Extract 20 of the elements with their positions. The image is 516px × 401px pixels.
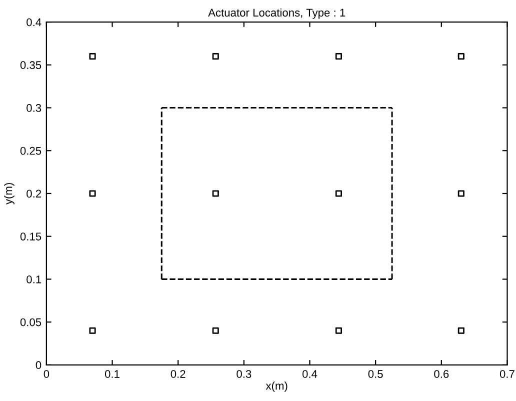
x-tick-label: 0.4 (302, 370, 318, 378)
x-tick-label: 0.3 (236, 370, 252, 378)
y-tick-label: 0.4 (26, 18, 42, 26)
x-tick-label: 0.7 (500, 370, 514, 378)
y-tick-label: 0.15 (20, 232, 42, 240)
chart-title: Actuator Locations, Type : 1 (208, 8, 346, 19)
y-tick-label: 0.3 (26, 104, 42, 112)
x-tick-label: 0.2 (170, 370, 186, 378)
x-axis-title: x(m) (266, 382, 288, 392)
x-tick-label: 0.1 (104, 370, 120, 378)
y-tick-label: 0.35 (20, 61, 42, 70)
x-tick-label: 0.5 (368, 370, 383, 378)
y-tick-label: 0.25 (20, 146, 42, 155)
y-tick-label: 0.05 (20, 318, 42, 326)
x-tick-label: 0.6 (434, 370, 449, 378)
y-axis-title: y(m) (4, 183, 14, 205)
x-tick-label: 0 (44, 370, 50, 378)
y-tick-label: 0.2 (26, 190, 42, 198)
y-tick-label: 0.1 (26, 275, 42, 284)
y-tick-label: 0 (36, 361, 42, 370)
